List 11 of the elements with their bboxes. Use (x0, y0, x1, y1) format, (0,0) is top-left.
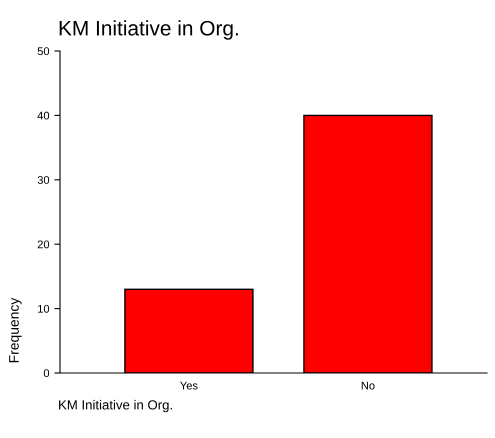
y-tick-label: 10 (38, 304, 50, 313)
y-tick-label: 30 (38, 176, 50, 184)
x-axis-title: KM Initiative in Org. (59, 400, 172, 412)
chart-title: KM Initiative in Org. (60, 20, 238, 40)
y-axis-title: Frequency (9, 298, 22, 362)
y-tick-label: 0 (44, 369, 50, 378)
x-tick-label: No (362, 382, 375, 390)
y-tick-label: 40 (37, 112, 50, 120)
y-tick-label: 50 (38, 47, 50, 56)
y-tick-label: 20 (38, 240, 50, 248)
x-tick-label: Yes (180, 382, 198, 390)
